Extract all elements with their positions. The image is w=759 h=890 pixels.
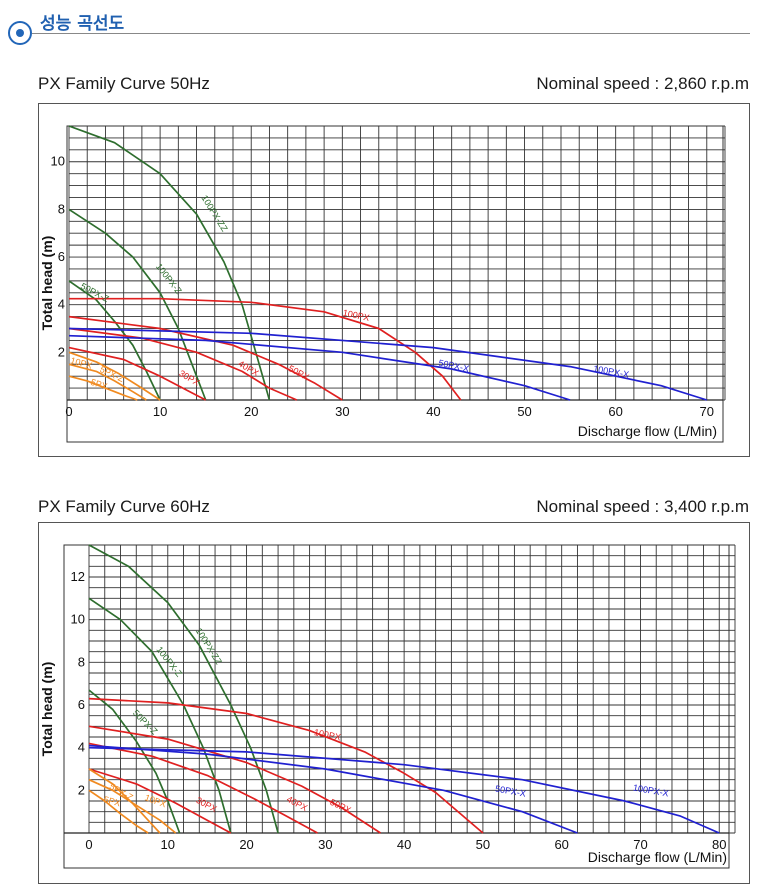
x-tick-label: 50: [517, 404, 531, 419]
series-label: 100PX-X: [593, 364, 630, 380]
chart-panel-50hz: 100PX-ZZ 100PX-Z 50PX-Z 100PX 50PX 40PX 30PX 10…: [38, 103, 750, 457]
x-tick-label: 70: [633, 837, 647, 852]
series-label: 50PX-X: [494, 784, 526, 799]
x-tick-label: 70: [700, 404, 714, 419]
y-tick-label: 8: [78, 654, 85, 669]
grid-vertical: [68, 126, 726, 400]
x-axis-label: Discharge flow (L/Min): [578, 423, 717, 439]
y-tick-label: 4: [78, 740, 85, 755]
series-label: 30PX: [177, 368, 201, 388]
grid-horizontal: [89, 544, 735, 834]
series-label: 5PX: [103, 794, 122, 808]
y-tick-label: 6: [78, 697, 85, 712]
y-axis-label: Total head (m): [39, 662, 55, 757]
series-label: 100PX-ZZ: [194, 626, 224, 667]
series-50px-z-line: [68, 280, 161, 401]
x-tick-label: 60: [554, 837, 568, 852]
y-tick-label: 4: [58, 297, 65, 312]
x-axis-label: Discharge flow (L/Min): [588, 849, 727, 865]
y-tick-label: 10: [71, 612, 85, 627]
x-tick-label: 0: [85, 837, 92, 852]
series-5px-z-line: [88, 768, 161, 834]
series-label: 100PX-X: [632, 782, 669, 798]
y-tick-label: 2: [58, 344, 65, 359]
series-label: 40PX: [285, 794, 309, 813]
series-50px-x-line: [88, 744, 578, 834]
bullet-icon: [8, 21, 32, 45]
x-tick-label: 30: [335, 404, 349, 419]
series-50px-line: [68, 315, 343, 401]
series-label: 50PX-X: [438, 358, 470, 374]
series-5px-z-line: [68, 363, 147, 401]
series-10px-line: [68, 351, 161, 401]
grid-vertical: [88, 545, 736, 833]
series-100px-line: [88, 697, 484, 834]
series-10px-line: [88, 778, 177, 834]
chart-subtitle-50hz: Nominal speed : 2,860 r.p.m: [536, 74, 749, 93]
series-label: 5PX: [89, 377, 108, 392]
y-axis-label: Total head (m): [39, 236, 55, 331]
x-tick-label: 40: [397, 837, 411, 852]
chart-subtitle-60hz: Nominal speed : 3,400 r.p.m: [536, 497, 749, 516]
series-50px-z-line: [88, 689, 181, 834]
series-label: 10PX: [69, 355, 93, 370]
x-tick-label: 10: [153, 404, 167, 419]
chart-title-50hz: PX Family Curve 50Hz: [38, 74, 210, 93]
x-tick-label: 30: [318, 837, 332, 852]
series-100px-x-line: [88, 746, 720, 834]
series-label: 50PX-Z: [131, 708, 160, 737]
series-100px-z-line: [68, 208, 207, 401]
y-tick-label: 2: [78, 782, 85, 797]
chart-panel-60hz: 100PX-ZZ 100PX-Z 50PX-Z 100PX 50PX 40PX 30PX 10…: [38, 522, 750, 884]
series-label: 50PX: [287, 363, 311, 382]
y-tick-label: 8: [58, 201, 65, 216]
x-tick-label: 0: [65, 404, 72, 419]
series-100px-zz-line: [68, 125, 271, 401]
y-tick-label: 6: [58, 249, 65, 264]
plot-frame: [63, 544, 730, 869]
x-tick-label: 80: [712, 837, 726, 852]
section-divider: [32, 33, 750, 34]
series-30px-line: [88, 768, 232, 834]
series-100px-line: [69, 297, 462, 401]
section-title: 성능 곡선도: [40, 14, 125, 34]
series-30px-line: [68, 346, 207, 401]
x-tick-label: 20: [244, 404, 258, 419]
series-100px-x-line: [68, 327, 708, 401]
x-tick-label: 20: [239, 837, 253, 852]
y-tick-label: 12: [71, 569, 85, 584]
x-tick-label: 10: [161, 837, 175, 852]
series-label: 50PX: [328, 797, 352, 815]
chart-title-60hz: PX Family Curve 60Hz: [38, 497, 210, 516]
series-5px-line: [88, 789, 149, 834]
series-label: 100PX: [342, 308, 371, 323]
section-header: 성능 곡선도: [8, 6, 750, 46]
series-40px-line: [68, 327, 298, 401]
x-tick-label: 50: [476, 837, 490, 852]
series-label: 10PX: [143, 792, 167, 809]
x-tick-label: 40: [426, 404, 440, 419]
series-label: 100PX: [313, 727, 342, 742]
x-tick-label: 60: [608, 404, 622, 419]
series-50px-line: [88, 725, 381, 834]
y-tick-label: 10: [51, 154, 65, 169]
series-50px-x-line: [68, 334, 571, 401]
series-100px-zz-line: [88, 544, 279, 834]
series-5px-line: [68, 375, 138, 401]
series-40px-line: [88, 742, 318, 834]
